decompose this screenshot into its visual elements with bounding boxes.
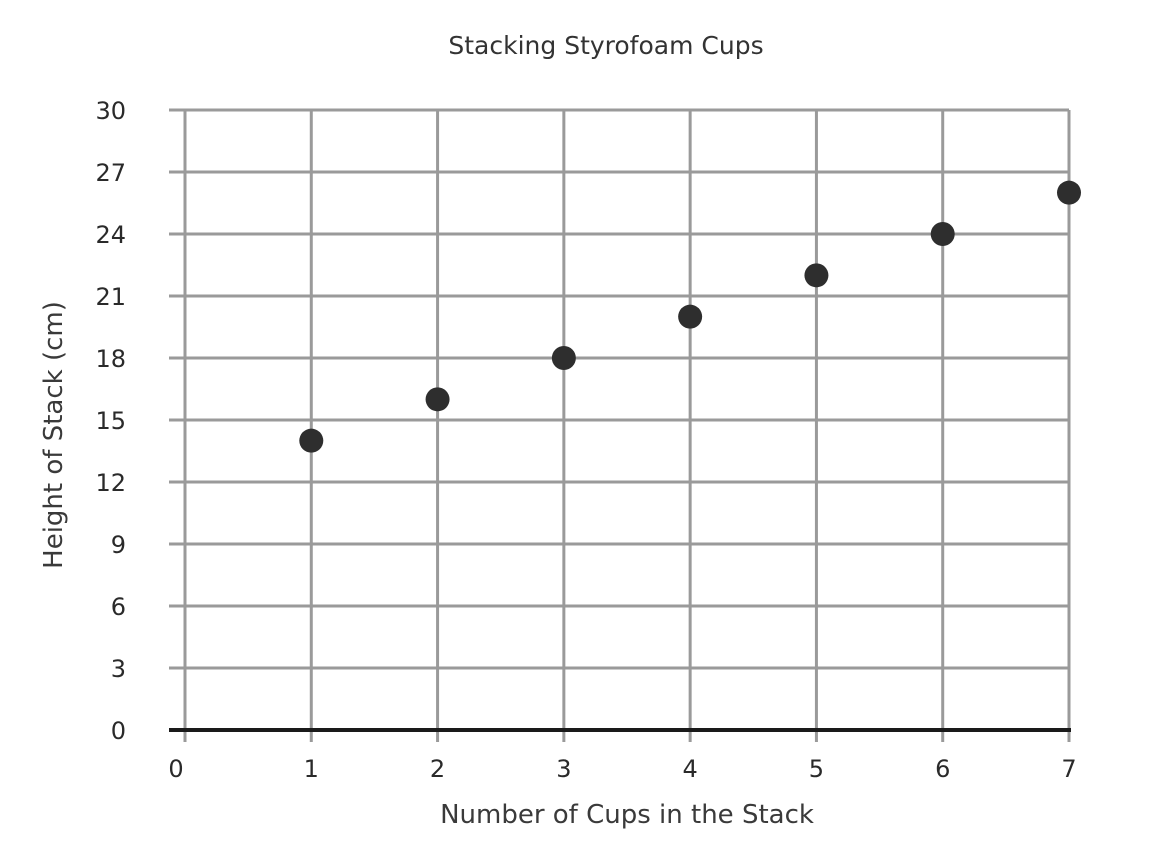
data-point	[299, 428, 324, 453]
y-tick-label: 0	[111, 717, 126, 745]
x-tick-label: 4	[683, 755, 698, 783]
x-axis-title: Number of Cups in the Stack	[440, 800, 814, 830]
y-tick-label: 9	[111, 531, 126, 559]
data-points	[299, 180, 1081, 453]
data-point	[930, 222, 955, 246]
chart-title: Stacking Styrofoam Cups	[448, 31, 763, 60]
data-point	[678, 304, 703, 329]
data-point	[1057, 180, 1081, 205]
x-tick-label: 0	[168, 755, 183, 783]
y-tick-label: 15	[95, 407, 126, 435]
data-point	[425, 387, 450, 412]
y-tick-label: 12	[95, 469, 126, 497]
y-tick-label: 21	[95, 283, 126, 311]
y-tick-label: 24	[95, 221, 126, 249]
data-point	[804, 263, 829, 288]
y-axis-title: Height of Stack (cm)	[39, 301, 69, 569]
y-tick-label: 27	[95, 159, 126, 187]
data-point	[551, 346, 576, 370]
x-tick-label: 3	[556, 755, 571, 783]
x-tick-label: 6	[935, 755, 950, 783]
y-tick-label: 6	[111, 593, 126, 621]
x-tick-label: 2	[430, 755, 445, 783]
x-tick-label: 1	[304, 755, 319, 783]
x-tick-label: 5	[809, 755, 824, 783]
y-tick-label: 30	[95, 97, 126, 125]
x-tick-label: 7	[1061, 755, 1076, 783]
grid	[169, 108, 1071, 742]
y-tick-label: 18	[95, 345, 126, 373]
y-tick-label: 3	[111, 655, 126, 683]
